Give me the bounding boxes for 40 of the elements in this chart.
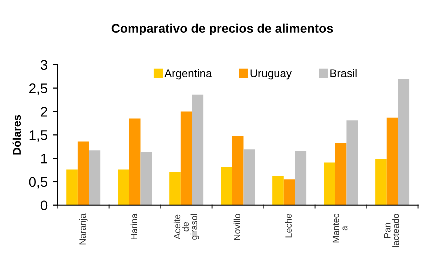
bar xyxy=(89,150,101,206)
bar xyxy=(140,152,152,206)
bar xyxy=(272,176,284,206)
x-tick-label: Naranja xyxy=(79,214,88,245)
x-tick-label: Pan lacteado xyxy=(384,214,400,248)
x-tick-label: Mantec a xyxy=(332,214,348,243)
bar xyxy=(295,151,307,206)
y-tick-label: 3 xyxy=(40,60,48,70)
legend-label: Brasil xyxy=(330,69,357,78)
bar xyxy=(192,94,204,206)
bar xyxy=(66,170,78,206)
bar xyxy=(376,159,387,206)
y-tick-label: 0 xyxy=(40,200,48,211)
bar xyxy=(346,120,358,206)
bar xyxy=(129,118,141,206)
x-tick-label: Leche xyxy=(285,214,292,238)
bar xyxy=(284,180,296,206)
bar xyxy=(244,150,256,206)
legend-label: Argentina xyxy=(164,69,212,80)
chart-title: Comparativo de precios de alimentos xyxy=(112,24,334,36)
x-tick-label: Novillo xyxy=(234,214,240,240)
x-tick-label: Aceite de girasol xyxy=(174,214,200,240)
y-tick-label: 1,5 xyxy=(30,130,48,142)
bar xyxy=(232,136,244,206)
y-tick-label: 2,5 xyxy=(30,84,48,96)
bar xyxy=(170,172,181,206)
bar xyxy=(386,118,398,206)
bar xyxy=(324,162,336,206)
legend-label: Uruguay xyxy=(250,70,292,80)
bar xyxy=(78,142,90,206)
bar xyxy=(221,167,232,206)
y-axis-title: Dólares xyxy=(12,115,22,155)
y-tick-label: 2 xyxy=(41,107,48,117)
bar xyxy=(118,170,130,206)
y-tick-label: 0,5 xyxy=(29,177,48,189)
bar xyxy=(180,112,192,206)
x-tick-label: Harina xyxy=(130,214,138,240)
bar xyxy=(335,143,347,206)
y-tick-label: 1 xyxy=(41,154,48,164)
bar xyxy=(398,78,410,206)
